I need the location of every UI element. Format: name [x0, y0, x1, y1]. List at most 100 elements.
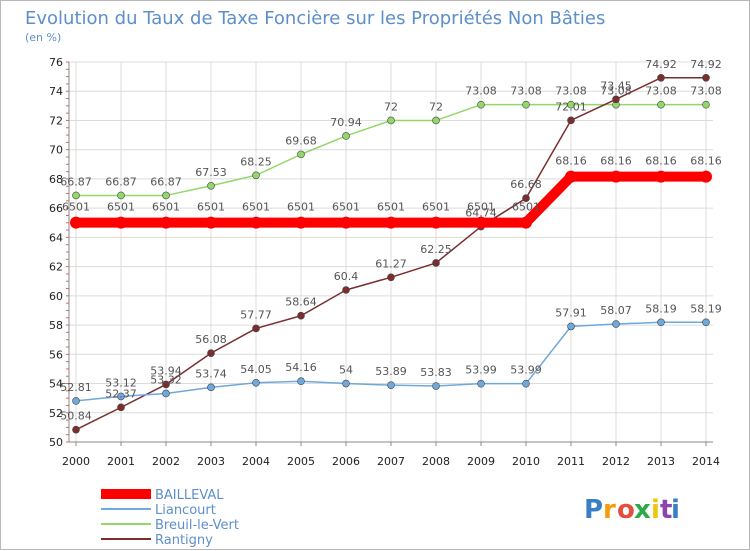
y-tick-label: 66 [49, 202, 63, 215]
data-point [657, 318, 665, 327]
data-label: 53.99 [465, 364, 497, 377]
data-point [702, 73, 710, 82]
data-label: 66.87 [60, 175, 92, 188]
data-label: 6501 [107, 201, 135, 214]
y-tick-label: 56 [49, 348, 63, 361]
data-point [205, 216, 217, 229]
data-label: 73.08 [600, 85, 632, 98]
y-tick-label: 70 [49, 144, 63, 157]
x-tick-label: 2000 [62, 455, 90, 468]
data-point [250, 216, 262, 229]
data-label: 68.16 [645, 155, 677, 168]
data-label: 68.16 [555, 155, 587, 168]
data-label: 56.08 [195, 333, 227, 346]
y-tick-label: 50 [49, 436, 63, 449]
x-tick-label: 2014 [692, 455, 720, 468]
data-label: 6501 [422, 201, 450, 214]
data-label: 53.83 [420, 366, 452, 379]
data-point [72, 191, 80, 200]
data-point [657, 100, 665, 109]
data-label: 60.4 [334, 270, 359, 283]
data-label: 57.91 [555, 306, 587, 319]
data-point [387, 273, 395, 282]
x-tick-label: 2006 [332, 455, 360, 468]
y-tick-label: 64 [49, 231, 63, 244]
data-label: 53.32 [150, 373, 182, 386]
data-label: 52.37 [105, 387, 137, 400]
x-tick-label: 2005 [287, 455, 315, 468]
data-label: 74.92 [690, 58, 722, 71]
data-label: 66.87 [105, 175, 137, 188]
data-point [252, 171, 260, 180]
data-label: 73.45 [600, 79, 632, 92]
y-axis-ticks: 50 52 54 56 58 60 62 64 66 68 70 72 74 76 [49, 56, 63, 449]
data-label: 62.25 [420, 243, 452, 256]
data-point [565, 170, 577, 183]
y-tick-label: 74 [49, 85, 63, 98]
x-tick-label: 2002 [152, 455, 180, 468]
data-point [432, 259, 440, 267]
data-label: 66.87 [150, 175, 182, 188]
data-point [475, 216, 487, 229]
data-label: 53.12 [105, 376, 137, 389]
data-label: 61.27 [375, 257, 407, 270]
data-point [522, 379, 530, 388]
data-point [207, 349, 215, 357]
data-label: 58.07 [600, 304, 632, 317]
logo-letter: o [617, 495, 635, 525]
data-point [252, 379, 260, 387]
data-point [430, 216, 442, 229]
y-tick-label: 58 [49, 319, 63, 332]
data-point [117, 191, 125, 200]
legend-label: Rantigny [155, 533, 213, 548]
grid [69, 61, 713, 443]
data-point [72, 397, 80, 405]
data-point [162, 191, 170, 200]
data-label: 6501 [467, 201, 495, 214]
data-label: 53.74 [195, 367, 227, 380]
data-point [567, 100, 575, 109]
data-point [432, 382, 440, 390]
data-label: 6501 [62, 201, 90, 214]
logo-letter: i [671, 495, 680, 525]
legend-label: Breuil-le-Vert [155, 518, 239, 533]
data-label: 68.16 [600, 155, 632, 168]
data-point [162, 389, 170, 398]
data-label: 6501 [287, 201, 315, 214]
data-point [342, 379, 350, 388]
data-label: 6501 [332, 201, 360, 214]
data-label: 69.68 [285, 134, 317, 147]
y-tick-label: 60 [49, 290, 63, 303]
data-point [385, 216, 397, 229]
data-label: 72 [429, 100, 443, 113]
data-label: 67.53 [195, 166, 227, 179]
data-label: 74.92 [645, 58, 677, 71]
series-layer [70, 73, 712, 434]
x-tick-label: 2004 [242, 455, 270, 468]
data-point [70, 216, 82, 229]
data-point [117, 392, 125, 401]
y-tick-label: 54 [49, 378, 63, 391]
data-point [477, 379, 485, 388]
x-tick-label: 2011 [557, 455, 585, 468]
data-label: 54.05 [240, 363, 272, 376]
data-label: 53.89 [375, 365, 407, 378]
data-point [567, 116, 575, 125]
data-label: 58.19 [690, 302, 722, 315]
logo-letter: t [660, 495, 672, 525]
data-label: 6501 [377, 201, 405, 214]
x-tick-label: 2008 [422, 455, 450, 468]
data-point [252, 324, 260, 333]
data-label: 66.68 [510, 178, 542, 191]
data-point [612, 95, 620, 104]
data-label: 73.08 [690, 85, 722, 98]
x-tick-label: 2010 [512, 455, 540, 468]
data-label: 57.77 [240, 308, 272, 321]
data-point [657, 73, 665, 82]
x-axis-ticks: 2000 2001 2002 2003 2004 2005 2006 2007 2008 2009… [62, 455, 720, 468]
data-label: 53.94 [150, 364, 182, 377]
logo-letter: i [651, 495, 660, 525]
